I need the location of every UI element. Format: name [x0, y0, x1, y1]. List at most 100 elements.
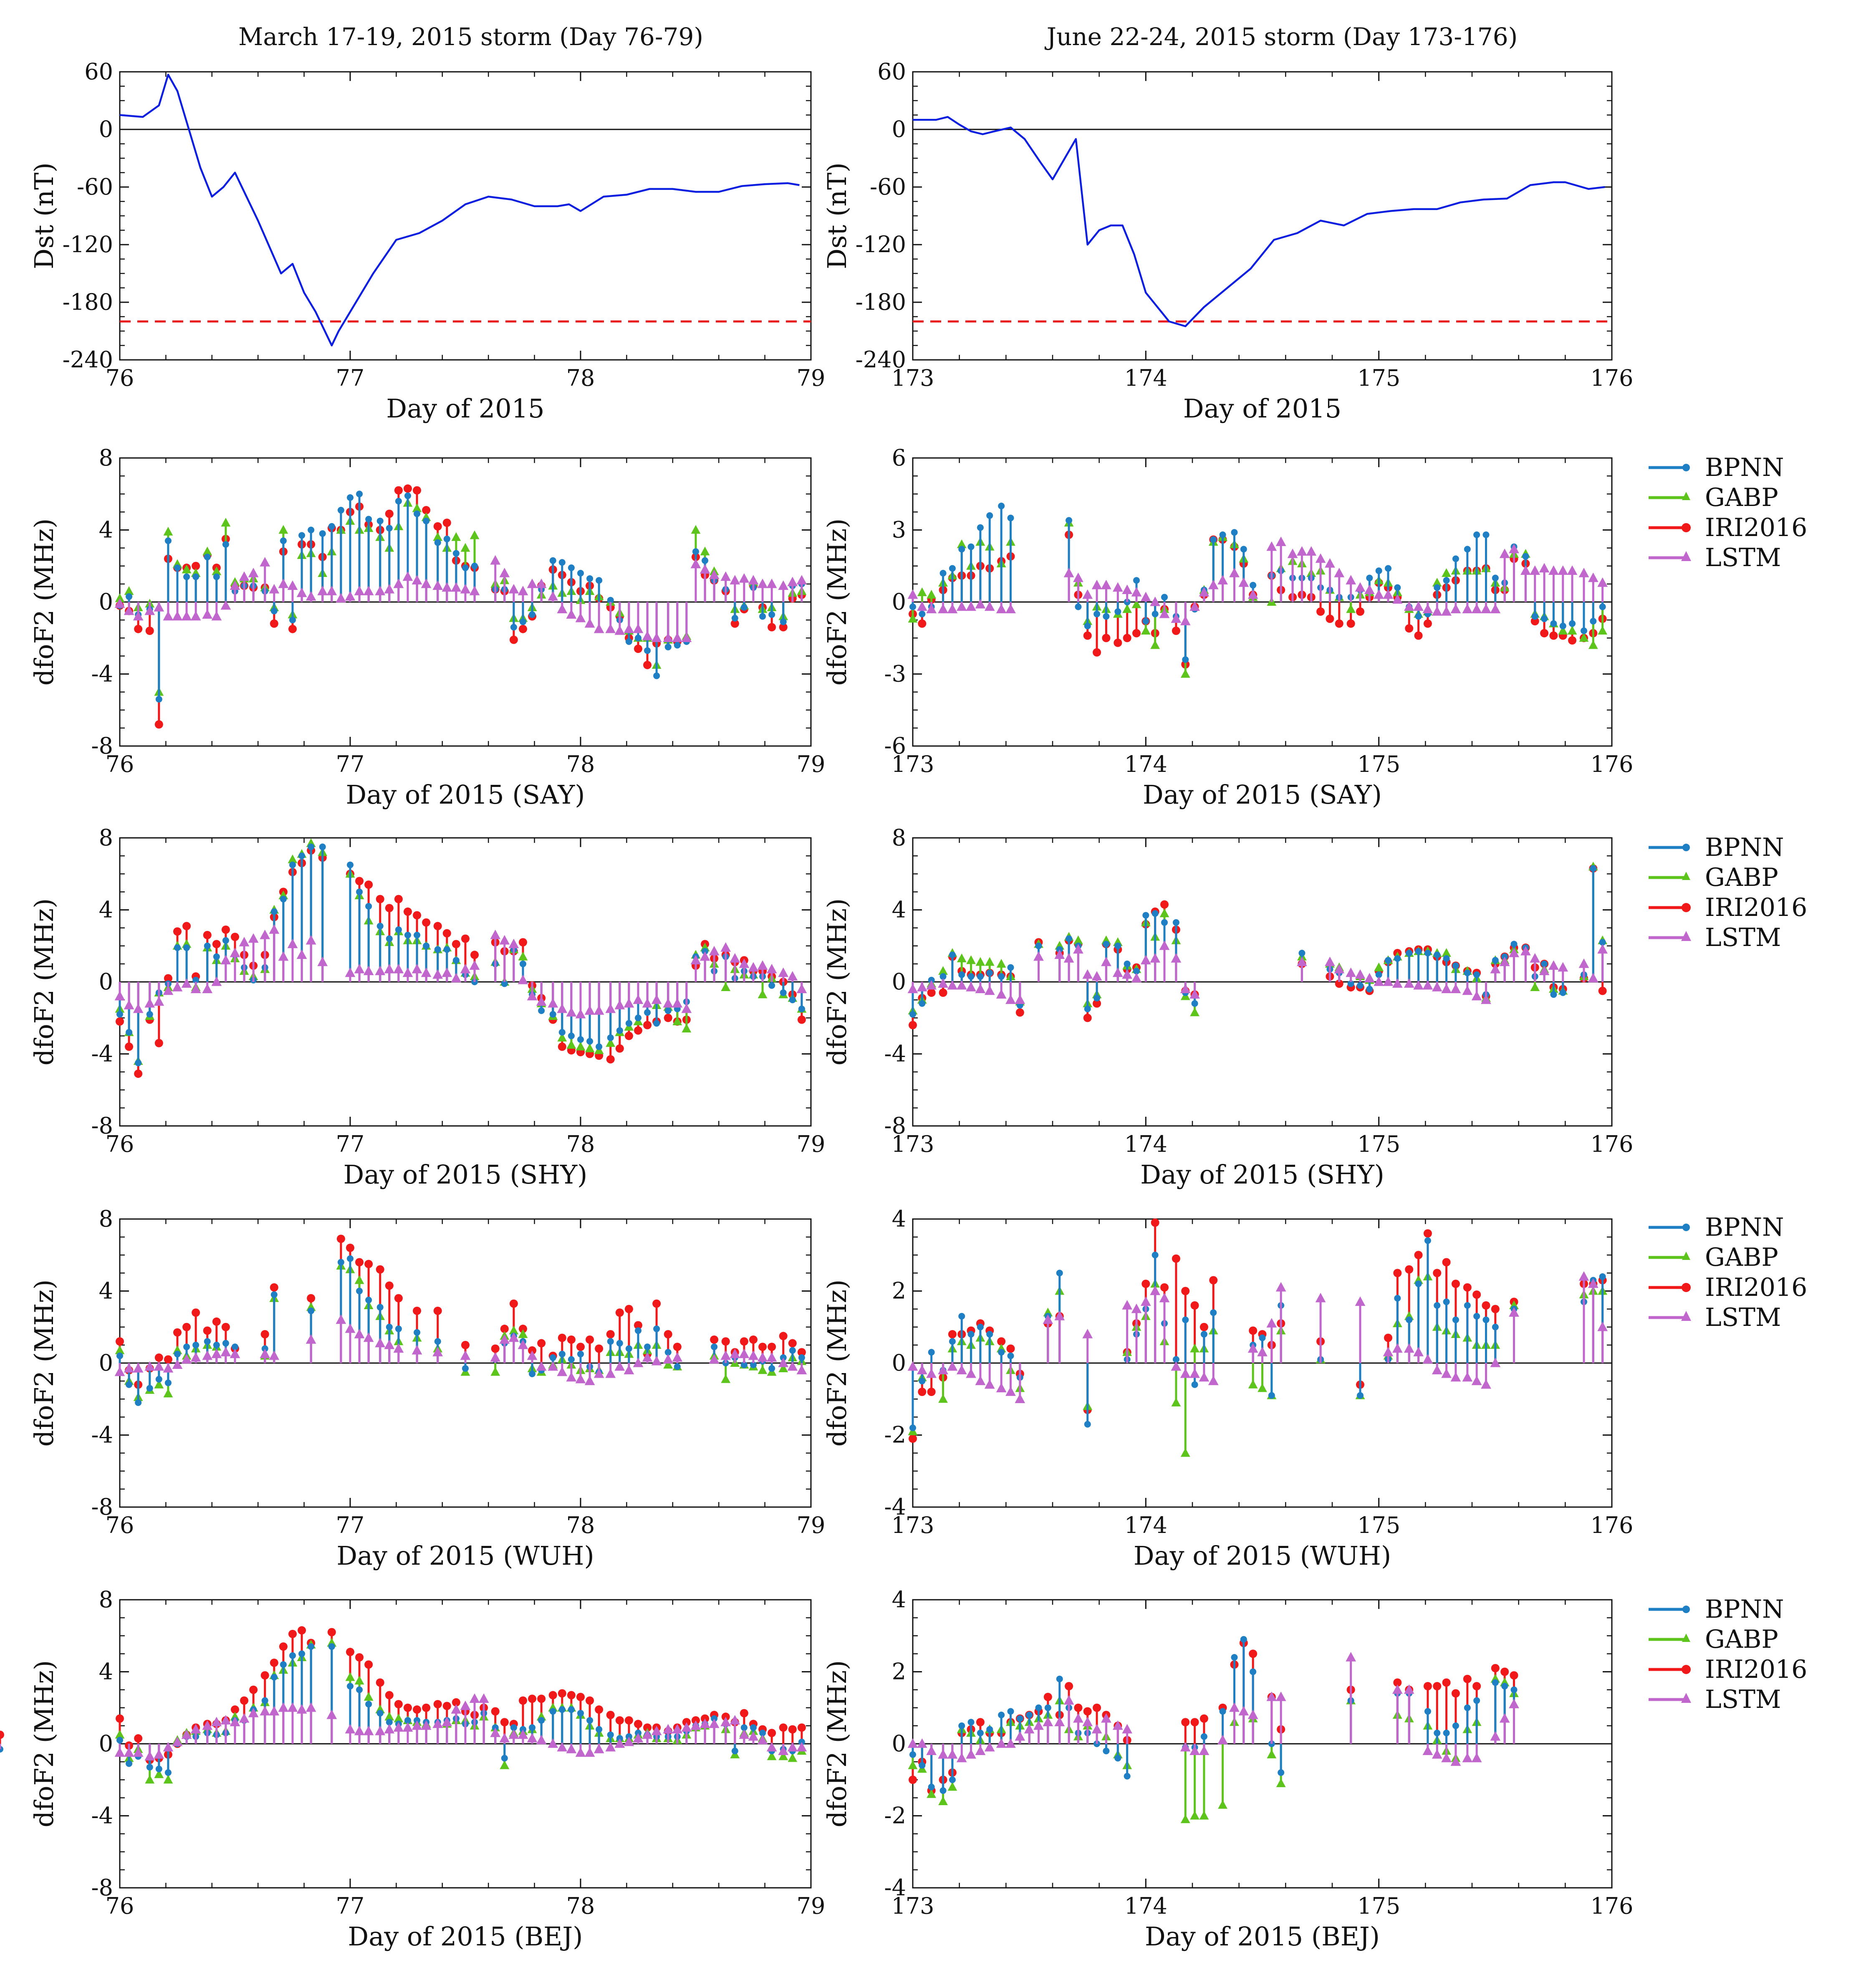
point-lstm [748, 1731, 759, 1741]
x-tick-label: 175 [1357, 751, 1400, 777]
legend-item-iri2016: IRI2016 [1649, 1273, 1807, 1302]
point-iri2016 [1160, 1283, 1169, 1292]
point-gabp [1180, 1814, 1190, 1824]
point-lstm [1189, 1745, 1200, 1755]
point-lstm [938, 1365, 948, 1374]
point-lstm [956, 1753, 967, 1763]
point-lstm [133, 1003, 144, 1013]
point-lstm [172, 1736, 183, 1746]
x-tick-label: 79 [797, 1893, 826, 1919]
point-bpnn [1219, 531, 1226, 538]
point-gabp [927, 1789, 937, 1798]
point-lstm [1432, 1365, 1442, 1374]
point-gabp [1180, 669, 1190, 678]
point-iri2016 [1356, 607, 1364, 616]
point-lstm [1247, 1343, 1258, 1353]
point-bpnn [1142, 912, 1149, 919]
point-lstm [278, 1702, 289, 1712]
point-iri2016 [413, 1705, 422, 1714]
point-lstm [363, 1725, 374, 1735]
point-bpnn [1133, 577, 1140, 584]
point-lstm [1043, 1717, 1053, 1726]
point-lstm [1122, 1300, 1133, 1310]
point-iri2016 [606, 1711, 615, 1719]
point-lstm [996, 1383, 1007, 1393]
legend-item-bpnn: BPNN [1649, 453, 1784, 482]
point-iri2016 [1500, 1667, 1509, 1676]
point-lstm [633, 623, 644, 633]
point-bpnn [1531, 613, 1538, 620]
point-lstm [926, 604, 937, 613]
point-bpnn [386, 1719, 393, 1726]
point-iri2016 [270, 619, 278, 628]
point-lstm [442, 582, 452, 592]
point-iri2016 [624, 1032, 633, 1040]
point-bpnn [213, 953, 220, 960]
point-lstm [1101, 1713, 1111, 1723]
y-tick-label: -240 [63, 347, 113, 373]
point-lstm [1073, 944, 1083, 954]
point-iri2016 [394, 486, 403, 495]
point-bpnn [939, 570, 947, 577]
point-iri2016 [643, 1021, 652, 1029]
point-lstm [1597, 944, 1608, 954]
point-lstm [1539, 563, 1550, 573]
point-bpnn [731, 615, 738, 622]
point-iri2016 [1249, 1326, 1258, 1335]
point-lstm [144, 605, 155, 615]
point-lstm [1597, 1321, 1608, 1331]
point-bpnn [183, 573, 190, 580]
point-bpnn [1424, 1237, 1431, 1244]
point-iri2016 [364, 1660, 373, 1669]
point-lstm [1578, 568, 1589, 577]
point-iri2016 [385, 1691, 394, 1700]
y-tick-label: -60 [77, 174, 113, 200]
point-lstm [478, 1693, 489, 1703]
panel-wuh_march: 76 77 78 79 8 4 0 -4 -8 Day of 2015 (WUH) dfoF2 (M… [29, 1206, 825, 1571]
x-tick-label: 77 [336, 1512, 365, 1538]
point-lstm [907, 589, 918, 599]
y-tick-label: 8 [99, 825, 113, 851]
point-lstm [1404, 1684, 1414, 1694]
point-bpnn [939, 973, 947, 980]
point-bpnn [789, 997, 796, 1004]
point-bpnn [635, 1014, 641, 1022]
point-lstm [1140, 955, 1151, 964]
point-gabp [788, 1753, 798, 1762]
legend-label-bpnn: BPNN [1705, 1213, 1784, 1242]
point-lstm [469, 586, 480, 595]
point-bpnn [164, 1379, 172, 1386]
point-iri2016 [385, 1281, 394, 1290]
point-lstm [172, 1359, 183, 1369]
point-lstm [490, 929, 501, 939]
point-lstm [1578, 1271, 1589, 1281]
point-iri2016 [192, 1308, 200, 1317]
point-lstm [796, 1742, 807, 1752]
point-iri2016 [1006, 1344, 1015, 1353]
point-bpnn [298, 852, 306, 860]
point-bpnn [404, 931, 411, 938]
x-tick-label: 173 [891, 1893, 934, 1919]
y-tick-label: 8 [99, 1586, 113, 1613]
point-bpnn [365, 903, 372, 910]
point-lstm [114, 1747, 125, 1757]
point-lstm [1054, 949, 1065, 959]
point-iri2016 [452, 1698, 460, 1707]
point-lstm [345, 967, 356, 977]
point-iri2016 [976, 1718, 985, 1727]
point-bpnn [949, 1338, 956, 1345]
x-tick-label: 173 [891, 751, 934, 777]
y-tick-label: 0 [99, 589, 113, 615]
point-bpnn [510, 1724, 517, 1731]
y-tick-label: 8 [99, 445, 113, 471]
point-bpnn [1219, 1708, 1226, 1715]
point-iri2016 [634, 1720, 642, 1728]
point-bpnn [204, 942, 211, 949]
point-bpnn [414, 510, 421, 517]
point-bpnn [1464, 1704, 1471, 1711]
point-iri2016 [461, 934, 470, 943]
point-lstm [508, 938, 519, 948]
point-bpnn [1375, 567, 1382, 574]
point-gabp [1558, 626, 1568, 635]
